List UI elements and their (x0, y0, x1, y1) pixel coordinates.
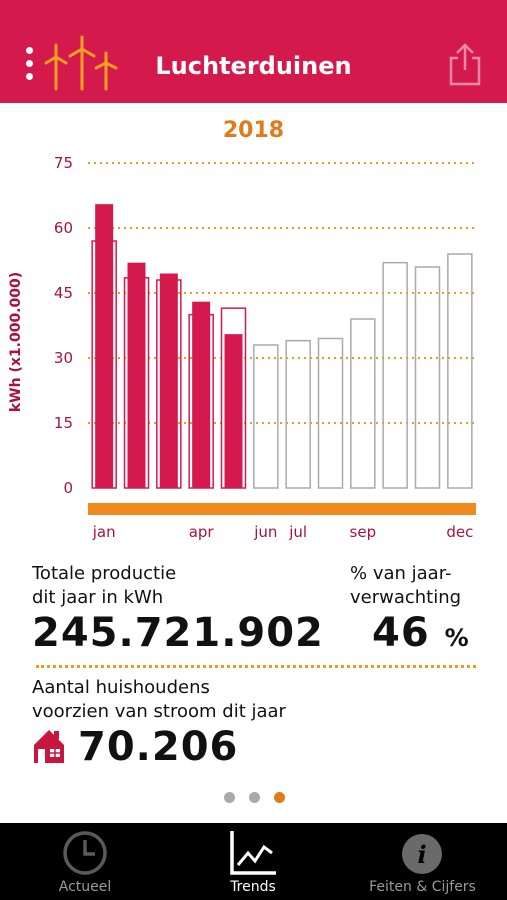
bar-actual-mei (224, 334, 243, 488)
households-value: 70.206 (78, 724, 239, 770)
app-header: Luchterduinen (0, 0, 507, 103)
y-tick-label: 30 (54, 349, 73, 367)
bar-expected-nov (414, 266, 441, 489)
x-tick-label: dec (446, 523, 473, 541)
tab-actueel[interactable]: Actueel (30, 823, 140, 900)
expectation-label: % van jaar- verwachting (350, 563, 462, 608)
separator (36, 665, 476, 668)
chart-icon (230, 831, 276, 875)
x-tick-labels: jan apr jun jul sep dec (92, 523, 474, 541)
bar-expected-jun (253, 344, 279, 489)
bar-expected-jul (285, 339, 311, 489)
y-tick-label: 75 (54, 154, 73, 172)
page-dot[interactable] (224, 792, 235, 803)
percent-unit: % (444, 624, 470, 652)
page-title: Luchterduinen (155, 52, 352, 80)
tab-label: Actueel (58, 879, 112, 895)
svg-text:i: i (417, 840, 426, 869)
tab-bar: Actueel Trends i Feiten & Cijfers (0, 823, 507, 900)
bar-actual-mar (159, 273, 178, 488)
y-tick-label: 0 (63, 479, 73, 497)
bar-expected-sep (350, 318, 376, 489)
production-label: Totale productie dit jaar in kWh (32, 563, 177, 608)
x-tick-label: apr (189, 523, 215, 541)
menu-dots-icon[interactable] (26, 47, 34, 85)
bar-actual-apr (192, 301, 211, 488)
bar-expected-okt (382, 261, 408, 489)
x-tick-label: jul (288, 523, 307, 541)
clock-icon (63, 831, 107, 875)
house-icon (34, 730, 64, 763)
bar-expected-dec (447, 253, 473, 489)
page-dot[interactable] (249, 792, 260, 803)
bar-expected-aug (317, 337, 344, 489)
y-tick-label: 60 (54, 219, 73, 237)
year-progress-bar (88, 503, 476, 515)
production-value: 245.721.902 (32, 610, 324, 656)
tab-trends[interactable]: Trends (198, 823, 308, 900)
grid-lines (88, 162, 476, 424)
chart-title: 2018 (222, 118, 285, 143)
expectation-value: 46 % (372, 610, 470, 656)
y-tick-labels: 0 15 30 45 60 75 (54, 154, 73, 497)
bars (91, 204, 473, 489)
expectation-number: 46 (372, 610, 430, 656)
bar-actual-jan (95, 204, 114, 488)
households-label: Aantal huishoudens voorzien van stroom d… (32, 677, 286, 722)
y-tick-label: 15 (54, 414, 73, 432)
x-tick-label: sep (350, 523, 377, 541)
y-axis-label: kWh (x1.000.000) (8, 272, 24, 412)
page-indicator[interactable] (224, 788, 299, 807)
wind-turbines-icon (44, 35, 118, 91)
bar-actual-feb (127, 262, 146, 488)
page-dot-active[interactable] (274, 792, 285, 803)
y-tick-label: 45 (54, 284, 73, 302)
tab-feiten-cijfers[interactable]: i Feiten & Cijfers (355, 823, 490, 900)
tab-label: Trends (230, 879, 276, 895)
x-tick-label: jan (92, 523, 116, 541)
share-icon[interactable] (448, 42, 482, 86)
info-icon: i (402, 834, 442, 874)
production-chart: 0 15 30 45 60 75 kWh (x1.000.000) jan apr jun ju… (8, 154, 476, 541)
x-tick-label: jun (253, 523, 277, 541)
tab-label: Feiten & Cijfers (369, 879, 476, 895)
